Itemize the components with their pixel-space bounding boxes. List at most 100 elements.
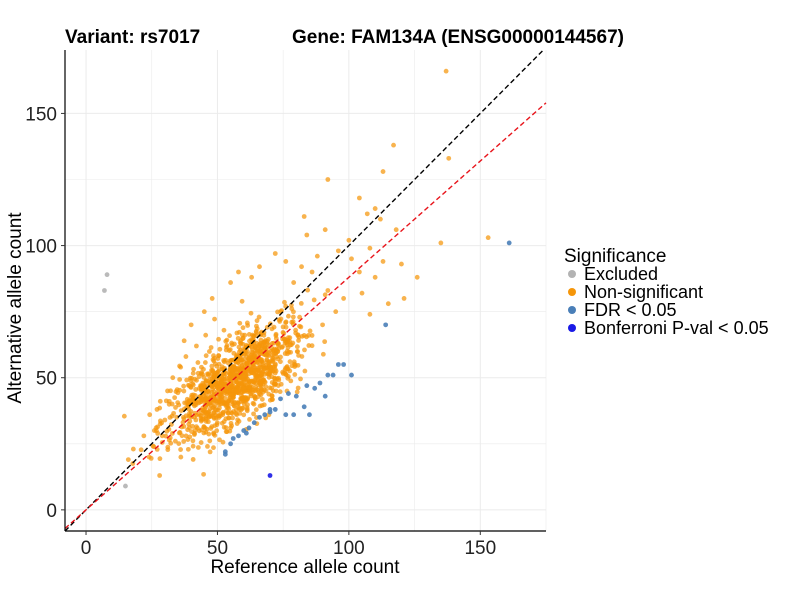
data-point bbox=[285, 375, 291, 381]
y-tick-label: 150 bbox=[25, 104, 57, 125]
data-point bbox=[183, 433, 189, 439]
data-point bbox=[302, 347, 307, 353]
data-point bbox=[213, 398, 219, 404]
data-point bbox=[295, 349, 300, 354]
data-point bbox=[238, 407, 244, 413]
data-point bbox=[193, 387, 199, 392]
data-point bbox=[201, 375, 207, 380]
data-point bbox=[210, 368, 216, 374]
data-point bbox=[253, 333, 259, 338]
series-fdr-0-05 bbox=[222, 240, 512, 457]
data-points bbox=[102, 68, 512, 489]
data-point bbox=[231, 384, 236, 389]
data-point bbox=[244, 408, 250, 414]
data-point bbox=[294, 344, 300, 350]
data-point bbox=[228, 425, 234, 431]
data-point bbox=[346, 237, 352, 243]
data-point bbox=[191, 366, 196, 372]
data-point bbox=[203, 332, 209, 338]
legend-title: Significance bbox=[564, 246, 666, 267]
data-point bbox=[227, 395, 232, 401]
data-point bbox=[208, 383, 214, 389]
data-point bbox=[295, 385, 301, 391]
data-point bbox=[256, 342, 262, 348]
data-point bbox=[207, 394, 213, 400]
data-point bbox=[170, 375, 176, 381]
data-point bbox=[236, 360, 241, 365]
data-point bbox=[245, 376, 251, 382]
data-point bbox=[240, 325, 246, 331]
data-point bbox=[123, 483, 128, 489]
data-point bbox=[218, 411, 224, 417]
data-point bbox=[201, 309, 207, 315]
data-point bbox=[181, 388, 187, 394]
data-point bbox=[212, 403, 218, 409]
data-point bbox=[245, 361, 251, 367]
data-point bbox=[155, 430, 161, 436]
y-axis-label: Alternative allele count bbox=[5, 212, 26, 404]
data-point bbox=[206, 431, 212, 437]
data-point bbox=[223, 357, 228, 363]
data-point bbox=[267, 397, 273, 403]
data-point bbox=[380, 169, 386, 174]
data-point bbox=[181, 383, 187, 389]
data-point bbox=[399, 261, 404, 267]
data-point bbox=[237, 410, 243, 416]
data-point bbox=[183, 354, 189, 359]
data-point bbox=[259, 403, 265, 408]
legend-key-3 bbox=[568, 324, 576, 332]
reference-lines bbox=[64, 49, 547, 532]
data-point bbox=[185, 446, 191, 452]
data-point bbox=[217, 392, 223, 398]
data-point bbox=[211, 389, 217, 395]
data-point bbox=[199, 370, 204, 376]
data-point bbox=[172, 438, 178, 444]
data-point bbox=[393, 227, 399, 233]
series-excluded bbox=[102, 272, 128, 489]
data-point bbox=[266, 361, 272, 367]
data-point bbox=[257, 264, 262, 270]
data-point bbox=[309, 269, 315, 275]
chart-title-variant: Variant: rs7017 bbox=[65, 27, 200, 48]
data-point bbox=[293, 327, 299, 333]
data-point bbox=[364, 211, 370, 217]
data-point bbox=[221, 327, 227, 333]
data-point bbox=[269, 393, 275, 399]
data-point bbox=[401, 296, 407, 301]
data-point bbox=[240, 336, 246, 342]
data-point bbox=[269, 326, 275, 332]
data-point bbox=[223, 425, 229, 431]
data-point bbox=[378, 216, 383, 222]
data-point bbox=[253, 328, 259, 334]
data-point bbox=[485, 235, 491, 241]
data-point bbox=[438, 240, 444, 246]
data-point bbox=[208, 426, 214, 431]
data-point bbox=[272, 376, 278, 381]
data-point bbox=[301, 214, 307, 219]
data-point bbox=[214, 422, 220, 428]
data-point bbox=[166, 437, 172, 443]
data-point bbox=[359, 290, 365, 296]
data-point bbox=[200, 405, 206, 411]
data-point bbox=[298, 376, 303, 382]
data-point bbox=[296, 338, 301, 343]
data-point bbox=[236, 269, 241, 275]
data-point bbox=[254, 318, 260, 324]
x-axis-label: Reference allele count bbox=[210, 557, 400, 578]
data-point bbox=[295, 332, 301, 338]
data-point bbox=[190, 370, 196, 376]
data-point bbox=[259, 396, 265, 402]
data-point bbox=[213, 415, 219, 421]
data-point bbox=[277, 319, 283, 324]
data-point bbox=[163, 398, 169, 404]
data-point bbox=[232, 388, 238, 394]
data-point bbox=[281, 331, 287, 336]
data-point bbox=[177, 377, 183, 382]
data-point bbox=[192, 427, 198, 433]
data-point bbox=[349, 372, 354, 378]
data-point bbox=[230, 371, 236, 376]
data-point bbox=[186, 421, 192, 427]
data-point bbox=[151, 428, 157, 433]
data-point bbox=[209, 363, 215, 369]
